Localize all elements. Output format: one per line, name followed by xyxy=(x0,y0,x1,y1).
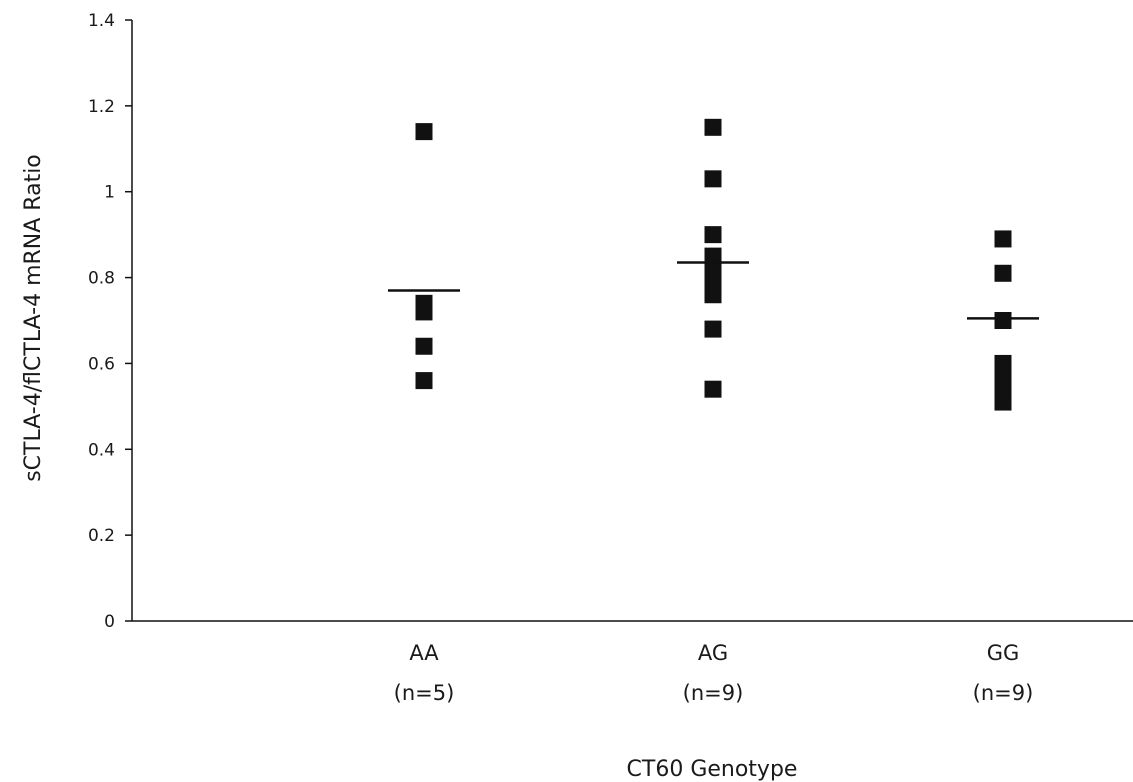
data-point-ag xyxy=(704,226,722,244)
y-tick-label: 0 xyxy=(104,612,115,632)
category-n-label-ag: (n=9) xyxy=(683,681,744,705)
y-tick-label: 0.2 xyxy=(88,526,115,546)
category-label-aa: AA xyxy=(409,641,439,665)
category-label-ag: AG xyxy=(698,641,728,665)
x-axis-title: CT60 Genotype xyxy=(627,757,798,782)
data-point-ag xyxy=(704,170,722,188)
y-tick-label: 0.8 xyxy=(88,269,115,289)
data-point-ag xyxy=(704,320,722,338)
data-point-aa xyxy=(415,123,433,141)
data-point-gg xyxy=(994,230,1012,248)
data-point-ag xyxy=(704,286,722,304)
data-point-gg xyxy=(994,312,1012,329)
y-axis-title: sCTLA-4/flCTLA-4 mRNA Ratio xyxy=(21,154,46,482)
data-point-aa xyxy=(415,303,433,321)
y-axis: 0 0.2 0.4 0.6 0.8 1 1.2 1.4 xyxy=(88,11,133,632)
y-tick-label: 0.6 xyxy=(88,354,115,374)
y-tick-label: 1 xyxy=(104,183,115,203)
y-tick-label: 1.2 xyxy=(88,97,115,117)
data-point-ag xyxy=(704,247,722,265)
data-point-gg xyxy=(994,264,1012,282)
mean-lines xyxy=(388,261,1039,320)
data-point-aa xyxy=(415,372,433,390)
data-point-aa xyxy=(415,337,433,355)
data-point-ag xyxy=(704,273,722,291)
category-label-gg: GG xyxy=(987,641,1020,665)
data-points xyxy=(415,118,1012,411)
category-n-label-aa: (n=5) xyxy=(394,681,455,705)
data-point-gg xyxy=(994,393,1012,411)
data-point-ag xyxy=(704,118,722,136)
y-tick-label: 1.4 xyxy=(88,11,115,31)
y-tick-label: 0.4 xyxy=(88,440,115,460)
category-n-label-gg: (n=9) xyxy=(973,681,1034,705)
data-point-ag xyxy=(704,260,722,278)
category-labels: AA (n=5) AG (n=9) GG (n=9) xyxy=(394,641,1034,705)
data-point-ag xyxy=(704,380,722,398)
